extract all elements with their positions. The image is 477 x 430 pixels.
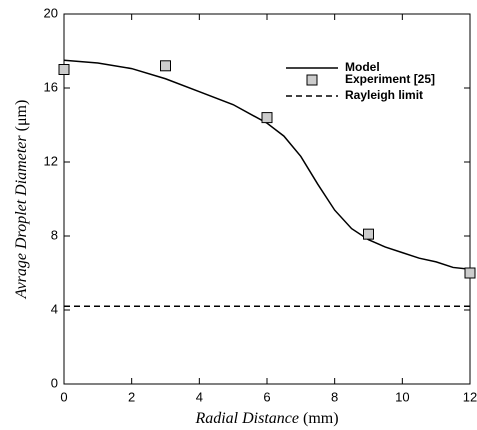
marker [160,60,171,72]
y-tick-label: 20 [44,5,58,20]
y-tick-label: 4 [51,301,58,316]
y-tick-label: 16 [44,79,58,94]
marker [58,64,70,75]
marker [261,112,273,124]
x-tick-label: 10 [395,389,409,404]
x-tick-label: 4 [196,389,203,404]
y-label-unit: (μm) [13,100,30,132]
x-tick-label: 8 [331,389,338,404]
x-tick-label: 0 [60,389,67,404]
y-axis-label: Avrage Droplet Diameter (μm) [13,100,30,300]
legend-marker [306,74,318,86]
marker [363,228,374,240]
x-axis-label: Radial Distance (mm) [194,410,338,427]
marker [464,267,476,279]
x-label-unit: (mm) [303,410,339,427]
x-label-text: Radial Distance [194,410,299,427]
legend-label: Rayleigh limit [345,88,423,102]
y-tick-label: 0 [51,375,58,390]
y-tick-label: 8 [51,227,58,242]
legend-label: Model [345,60,380,74]
x-tick-label: 2 [128,389,135,404]
x-tick-label: 6 [263,389,270,404]
legend-label: Experiment [25] [345,72,435,86]
series-line [63,59,471,271]
x-tick-label: 12 [463,389,477,404]
y-label-text: Avrage Droplet Diameter [13,135,30,300]
y-tick-label: 12 [44,153,58,168]
plot-frame [63,13,471,385]
